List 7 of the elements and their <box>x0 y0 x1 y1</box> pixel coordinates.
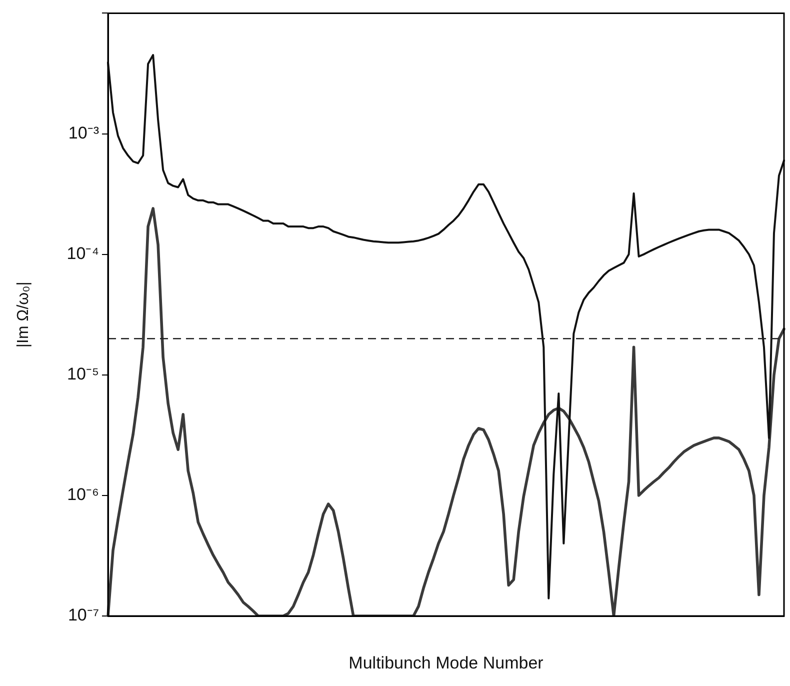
y-tick-label: 10⁻³ <box>68 123 100 142</box>
y-axis-title: |Im Ω/ω₀| <box>15 282 32 348</box>
x-axis-title: Multibunch Mode Number <box>348 653 544 672</box>
y-tick-label: 10⁻⁵ <box>67 364 99 384</box>
y-tick-label: 10⁻⁶ <box>67 485 99 504</box>
y-tick-label: 10⁻⁴ <box>66 244 99 264</box>
y-tick-label: 10⁻⁷ <box>68 606 99 625</box>
